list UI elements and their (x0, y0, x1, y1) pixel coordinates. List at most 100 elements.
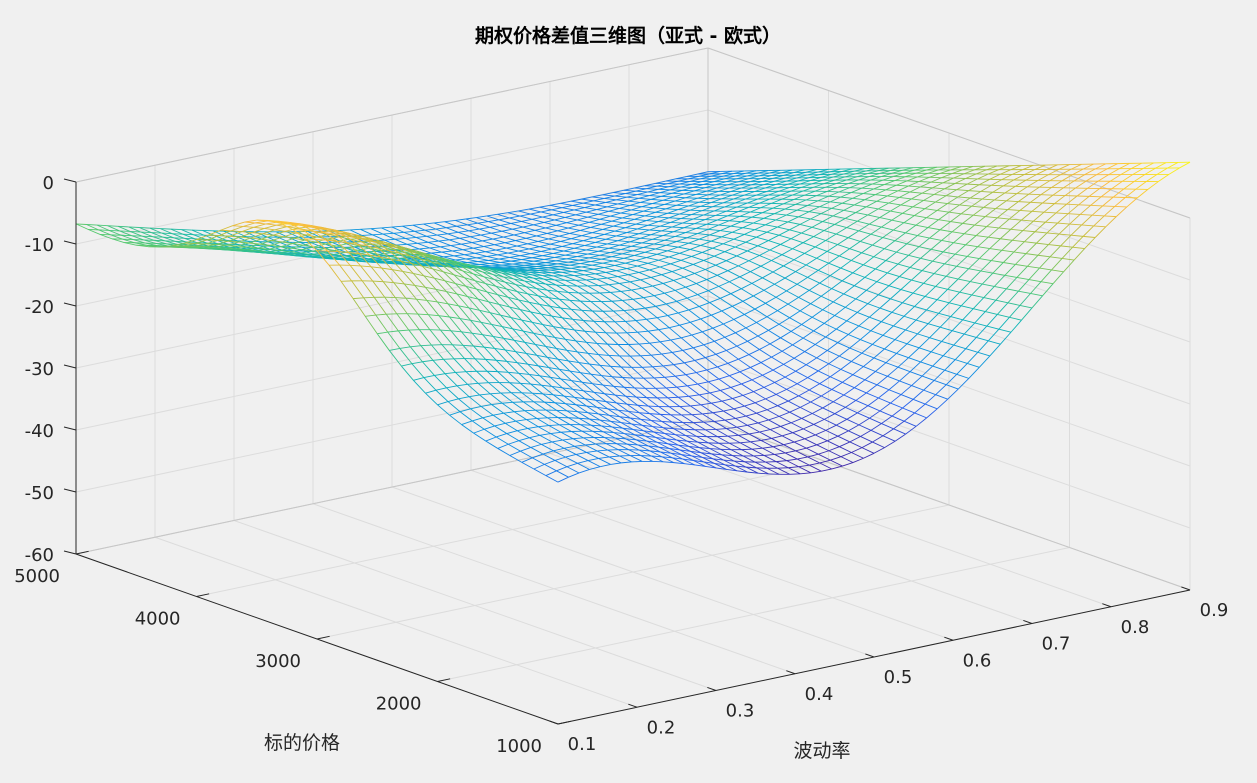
mesh-line (951, 319, 964, 331)
mesh-line (701, 206, 713, 212)
mesh-line (703, 340, 715, 346)
mesh-line (523, 401, 536, 411)
mesh-line (346, 245, 360, 249)
mesh-line (586, 342, 599, 355)
mesh-line (675, 434, 688, 442)
mesh-line (872, 334, 884, 345)
mesh-line (784, 370, 796, 378)
mesh-line (425, 228, 436, 231)
mesh-line (1072, 236, 1084, 248)
mesh-line (811, 226, 825, 231)
back-wall-grid-line (75, 357, 709, 493)
mesh-line (527, 240, 539, 245)
mesh-line (688, 394, 700, 397)
mesh-line (720, 293, 732, 299)
mesh-line (267, 249, 280, 253)
mesh-line (548, 425, 562, 433)
mesh-line (568, 417, 581, 426)
mesh-line (458, 396, 470, 400)
mesh-line (784, 174, 796, 179)
mesh-line (560, 378, 574, 390)
mesh-line (717, 366, 730, 377)
mesh-line (559, 264, 570, 268)
mesh-line (1034, 164, 1046, 170)
mesh-line (793, 259, 807, 266)
mesh-line (739, 276, 753, 284)
mesh-line (899, 371, 911, 382)
mesh-line (596, 406, 608, 410)
mesh-line (653, 377, 667, 389)
mesh-line (850, 187, 862, 193)
mesh-line (422, 359, 434, 363)
mesh-line (903, 315, 917, 321)
mesh-line (550, 376, 561, 380)
mesh-line (681, 218, 694, 220)
mesh-line (405, 297, 419, 315)
mesh-line (656, 250, 668, 255)
mesh-line (861, 352, 875, 359)
mesh-line (1052, 187, 1064, 196)
mesh-line (572, 202, 584, 206)
mesh-line (637, 444, 650, 452)
mesh-line (617, 276, 631, 283)
mesh-line (956, 256, 968, 267)
mesh-line (470, 408, 483, 419)
mesh-line (522, 262, 536, 265)
mesh-line (384, 239, 397, 246)
mesh-line (715, 264, 728, 272)
mesh-line (942, 182, 956, 184)
mesh-line (574, 245, 585, 249)
mesh-line (998, 317, 1010, 330)
mesh-line (831, 381, 843, 390)
mesh-line (628, 200, 641, 203)
mesh-line (864, 194, 876, 201)
mesh-line (930, 351, 944, 357)
mesh-line (801, 232, 814, 238)
mesh-line (698, 306, 712, 316)
mesh-line (1040, 187, 1052, 196)
mesh-line (753, 391, 766, 400)
mesh-line (723, 408, 735, 412)
mesh-line (757, 419, 769, 424)
mesh-line (550, 376, 563, 389)
mesh-line (658, 256, 670, 261)
mesh-line (837, 244, 850, 250)
mesh-line (423, 275, 437, 290)
z-tick-mark (63, 550, 77, 555)
mesh-line (476, 370, 489, 384)
mesh-line (566, 285, 580, 294)
mesh-line (853, 199, 865, 206)
mesh-line (429, 256, 443, 266)
mesh-line (647, 188, 659, 193)
mesh-line (391, 269, 405, 285)
mesh-line (1034, 221, 1046, 233)
mesh-line (679, 209, 691, 215)
mesh-line (565, 339, 578, 353)
mesh-line (604, 265, 615, 268)
mesh-line (1024, 241, 1037, 244)
mesh-line (741, 383, 754, 393)
mesh-line (599, 292, 613, 302)
mesh-line (1134, 174, 1146, 182)
mesh-line (810, 303, 823, 311)
mesh-line (893, 229, 906, 234)
mesh-line (872, 179, 883, 185)
mesh-line (1143, 162, 1155, 169)
mesh-line (565, 279, 578, 287)
mesh-line (205, 243, 217, 245)
mesh-line (804, 246, 816, 254)
mesh-line (626, 331, 638, 334)
mesh-line (648, 329, 659, 332)
mesh-line (563, 250, 576, 254)
mesh-line (1028, 193, 1041, 196)
mesh-line (563, 275, 576, 281)
mesh-line (628, 411, 641, 420)
mesh-line (1049, 174, 1061, 182)
mesh-line (866, 200, 877, 208)
mesh-line (471, 332, 485, 348)
mesh-line (1030, 201, 1043, 204)
mesh-line (780, 426, 793, 434)
mesh-line (830, 368, 842, 378)
z-tick-label: -40 (25, 421, 54, 442)
mesh-line (623, 309, 635, 311)
